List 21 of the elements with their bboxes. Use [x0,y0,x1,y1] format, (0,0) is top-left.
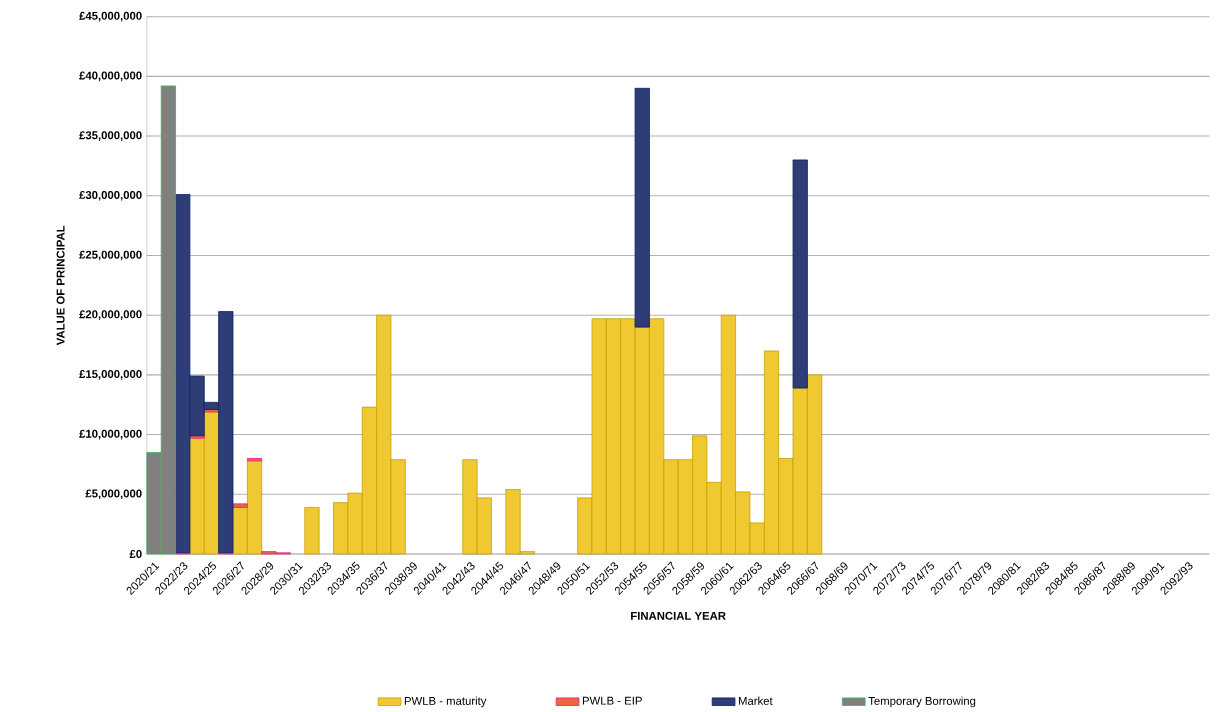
bar [634,87,650,328]
x-axis-title: FINANCIAL YEAR [631,611,726,620]
y-tick-label: £40,000,000 [79,71,142,82]
y-tick-label: £45,000,000 [79,11,142,22]
y-tick-label: £30,000,000 [79,190,142,201]
bar [792,159,808,389]
y-axis-title: VALUE OF PRINCIPAL [56,225,65,346]
y-tick-label: £35,000,000 [79,131,142,141]
legend-label: Market [738,696,773,705]
y-tick-label: £15,000,000 [79,369,142,380]
y-tick-label: £10,000,000 [79,429,142,440]
legend-label: Temporary Borrowing [868,696,976,708]
bar [232,503,248,508]
y-tick-label: £20,000,000 [79,310,142,320]
bar [246,457,263,462]
y-tick-label: £0 [129,549,142,558]
bar [304,506,320,555]
legend-label: PWLB - maturity [404,696,487,708]
y-tick-label: £5,000,000 [85,489,142,500]
y-tick-label: £25,000,000 [79,250,142,261]
legend-label: PWLB - EIP [582,696,642,705]
